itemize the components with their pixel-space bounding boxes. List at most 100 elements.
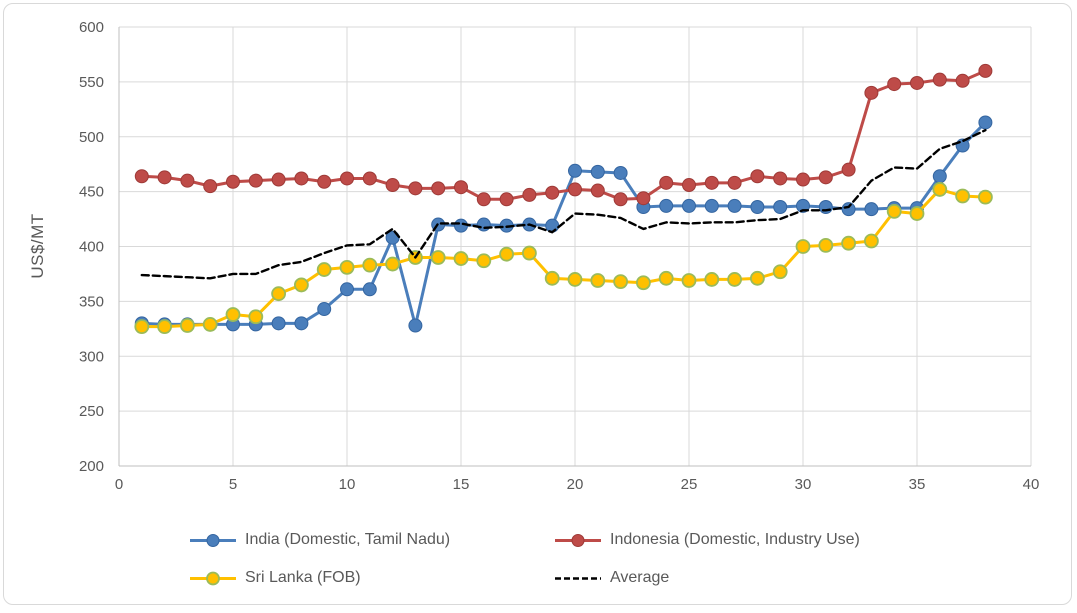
data-point-sri_lanka <box>430 250 446 265</box>
data-point-india <box>568 163 582 178</box>
data-point-indonesia <box>727 175 742 190</box>
data-point-indonesia <box>545 185 560 200</box>
data-point-sri_lanka <box>385 256 401 272</box>
data-point-indonesia <box>271 172 286 187</box>
data-point-india <box>841 202 856 217</box>
series-markers-indonesia <box>134 63 993 207</box>
legend-item-indonesia: Indonesia (Domestic, Industry Use) <box>555 531 860 549</box>
data-point-sri_lanka <box>750 270 765 286</box>
legend-swatch-indonesia <box>555 533 601 547</box>
x-tick-label: 15 <box>453 476 470 493</box>
data-point-indonesia <box>431 181 446 196</box>
data-point-indonesia <box>134 169 149 184</box>
y-tick-label: 250 <box>79 403 104 420</box>
data-point-sri_lanka <box>522 245 537 261</box>
y-tick-label: 500 <box>79 129 104 146</box>
x-tick-label: 40 <box>1023 476 1040 493</box>
data-point-sri_lanka <box>636 275 651 291</box>
data-point-india <box>750 199 765 214</box>
y-tick-label: 600 <box>79 19 104 36</box>
data-point-sri_lanka <box>795 239 811 254</box>
data-point-sri_lanka <box>727 272 742 287</box>
data-point-india <box>476 217 491 232</box>
data-point-indonesia <box>385 178 400 193</box>
x-tick-label: 20 <box>567 476 584 493</box>
data-point-indonesia <box>910 75 924 90</box>
data-point-indonesia <box>294 171 309 186</box>
data-point-indonesia <box>340 171 354 186</box>
data-point-indonesia <box>499 192 514 207</box>
data-point-sri_lanka <box>362 257 378 273</box>
data-point-indonesia <box>522 187 537 202</box>
data-point-india <box>294 316 309 331</box>
legend-label: Indonesia (Domestic, Industry Use) <box>610 531 860 548</box>
data-point-india <box>271 316 286 331</box>
data-point-indonesia <box>613 192 628 207</box>
data-point-india <box>818 199 833 214</box>
data-point-indonesia <box>704 175 719 190</box>
data-point-sri_lanka <box>567 272 583 287</box>
legend-swatch-sri_lanka <box>190 571 236 585</box>
data-point-india <box>340 282 354 297</box>
legend-label: Average <box>610 569 670 586</box>
data-point-india <box>408 318 423 333</box>
data-point-indonesia <box>659 175 674 190</box>
data-point-india <box>659 198 674 213</box>
data-point-india <box>773 199 788 214</box>
data-point-sri_lanka <box>681 273 697 288</box>
y-tick-label: 350 <box>79 293 104 310</box>
data-point-indonesia <box>203 179 218 194</box>
data-point-sri_lanka <box>476 253 492 269</box>
data-point-sri_lanka <box>978 189 993 205</box>
data-point-indonesia <box>750 169 765 184</box>
data-point-india <box>454 218 468 233</box>
data-point-india <box>864 202 879 217</box>
series-line-average <box>140 128 987 280</box>
data-point-indonesia <box>226 174 240 189</box>
data-point-sri_lanka <box>841 235 856 251</box>
data-point-sri_lanka <box>818 238 834 253</box>
legend-item-average: Average <box>555 569 669 587</box>
data-point-indonesia <box>887 77 902 92</box>
data-point-indonesia <box>248 173 263 188</box>
x-tick-label: 10 <box>339 476 356 493</box>
data-point-india <box>590 164 605 179</box>
data-point-indonesia <box>955 73 970 88</box>
data-point-sri_lanka <box>932 182 948 197</box>
legend-label: India (Domestic, Tamil Nadu) <box>245 531 451 548</box>
data-point-indonesia <box>773 171 788 186</box>
data-point-sri_lanka <box>453 251 469 266</box>
data-point-indonesia <box>818 170 833 185</box>
data-point-sri_lanka <box>316 262 332 277</box>
series-line-indonesia <box>140 69 987 201</box>
data-point-sri_lanka <box>339 259 355 275</box>
data-point-india <box>362 282 377 297</box>
data-point-indonesia <box>841 162 856 177</box>
plot-gridlines <box>119 26 1032 466</box>
x-tick-label: 30 <box>795 476 812 493</box>
data-point-india <box>978 115 993 130</box>
data-point-india <box>727 198 742 213</box>
x-tick-label: 0 <box>115 476 123 493</box>
y-axis-title: US$/MT <box>28 213 47 279</box>
data-point-sri_lanka <box>202 317 218 332</box>
data-point-indonesia <box>180 173 195 188</box>
data-point-indonesia <box>317 174 332 189</box>
chart-frame <box>3 3 1072 605</box>
x-tick-label: 25 <box>681 476 698 493</box>
data-point-indonesia <box>476 192 491 207</box>
data-point-indonesia <box>864 85 879 100</box>
x-tick-label: 5 <box>229 476 237 493</box>
data-point-sri_lanka <box>658 270 674 286</box>
axis-tick-labels: 200 250 300 350 400 450 500 550 600 0 5 10 15 20 25 30 3… <box>79 19 1039 493</box>
data-point-sri_lanka <box>271 286 287 302</box>
x-tick-label: 35 <box>909 476 926 493</box>
data-point-india <box>704 198 719 213</box>
legend-item-india: India (Domestic, Tamil Nadu) <box>190 531 450 549</box>
data-point-indonesia <box>978 63 993 78</box>
y-tick-label: 300 <box>79 348 104 365</box>
data-point-indonesia <box>932 72 947 87</box>
data-point-india <box>613 165 628 180</box>
data-point-india <box>682 198 696 213</box>
series-markers-sri_lanka <box>134 182 993 335</box>
